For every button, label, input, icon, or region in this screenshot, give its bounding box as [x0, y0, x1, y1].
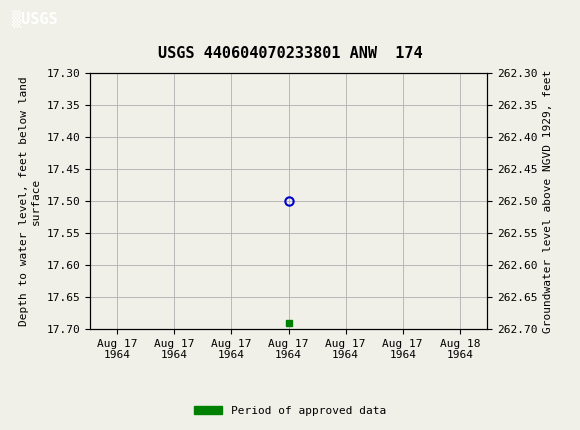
Y-axis label: Groundwater level above NGVD 1929, feet: Groundwater level above NGVD 1929, feet: [543, 69, 553, 333]
Y-axis label: Depth to water level, feet below land
surface: Depth to water level, feet below land su…: [19, 76, 41, 326]
Text: ▒USGS: ▒USGS: [12, 11, 57, 28]
Legend: Period of approved data: Period of approved data: [190, 401, 390, 420]
Text: USGS 440604070233801 ANW  174: USGS 440604070233801 ANW 174: [158, 46, 422, 61]
